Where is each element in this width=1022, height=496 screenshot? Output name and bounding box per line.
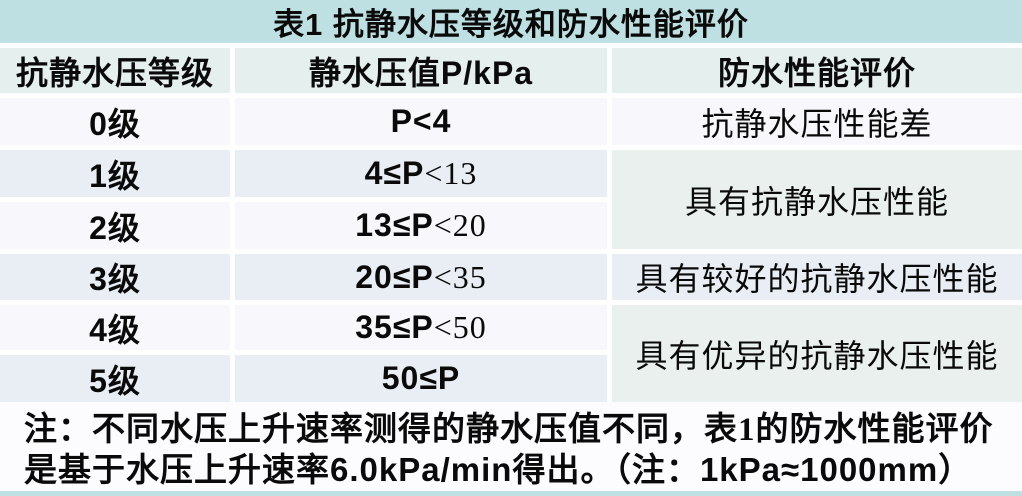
table-title: 表1 抗静水压等级和防水性能评价 xyxy=(273,7,749,42)
pressure-value-bold: 50≤P xyxy=(381,360,461,396)
evaluation-label: 具有优异的抗静水压性能 xyxy=(635,337,999,374)
column-header-pressure-label: 静水压值P/kPa xyxy=(308,54,534,91)
evaluation-cell-grade0: 抗静水压性能差 xyxy=(612,98,1022,145)
pressure-value-cell-3: 20≤P <35 xyxy=(235,254,607,300)
grade-cell-1: 1级 xyxy=(0,150,230,197)
evaluation-label: 抗静水压性能差 xyxy=(701,105,933,142)
pressure-value-cell-4: 35≤P <50 xyxy=(235,305,607,350)
grade-label: 2级 xyxy=(89,209,141,246)
column-header-evaluation-label: 防水性能评价 xyxy=(717,54,916,91)
footnote-line1: 注：不同水压上升速率测得的静水压值不同，表1的防水性能评价 xyxy=(24,410,1022,450)
pressure-value-cell-1: 4≤P <13 xyxy=(235,150,607,197)
grade-label: 5级 xyxy=(89,362,141,399)
table-title-band: 表1 抗静水压等级和防水性能评价 xyxy=(0,0,1022,43)
grade-cell-2: 2级 xyxy=(0,202,230,249)
table-footnote: 注：不同水压上升速率测得的静水压值不同，表1的防水性能评价 是基于水压上升速率6… xyxy=(0,402,1022,491)
pressure-value-bold: 20≤P xyxy=(355,258,434,295)
pressure-value-cell-2: 13≤P <20 xyxy=(235,202,607,249)
evaluation-cell-grades1-2: 具有抗静水压性能 xyxy=(612,150,1022,249)
pressure-value-cell-5: 50≤P xyxy=(235,355,607,402)
pressure-value-serif: <20 xyxy=(433,207,487,243)
footnote-line2-mid: 得出。（注： xyxy=(512,453,700,489)
bottom-accent-strip xyxy=(0,491,1022,496)
pressure-value-serif: <13 xyxy=(424,155,478,191)
footnote-equivalence-value: 1kPa≈1000mm xyxy=(699,451,939,488)
footnote-line1-text: 注：不同水压上升速率测得的静水压值不同，表1的防水性能评价 xyxy=(24,412,994,448)
pressure-value-bold: P<4 xyxy=(390,103,452,139)
evaluation-label: 具有较好的抗静水压性能 xyxy=(635,261,999,297)
grade-cell-0: 0级 xyxy=(0,98,230,145)
grade-label: 4级 xyxy=(89,311,141,348)
column-header-evaluation: 防水性能评价 xyxy=(612,48,1022,93)
grade-label: 1级 xyxy=(89,157,141,194)
pressure-value-bold: 13≤P xyxy=(355,207,434,243)
pressure-grade-table: 抗静水压等级 静水压值P/kPa 防水性能评价 0级 1级 2级 3级 4级 5… xyxy=(0,48,1022,402)
grade-cell-3: 3级 xyxy=(0,254,230,300)
pressure-value-cell-0: P<4 xyxy=(235,98,607,145)
grade-cell-5: 5级 xyxy=(0,355,230,402)
grade-label: 0级 xyxy=(89,105,141,142)
column-header-grade: 抗静水压等级 xyxy=(0,48,230,93)
grade-label: 3级 xyxy=(89,261,141,297)
evaluation-label: 具有抗静水压性能 xyxy=(684,183,949,220)
pressure-value-serif: <35 xyxy=(433,258,487,295)
column-header-grade-label: 抗静水压等级 xyxy=(15,54,214,91)
footnote-line2-suffix: ） xyxy=(938,453,973,489)
pressure-value-bold: 35≤P xyxy=(355,309,434,345)
footnote-rate-value: 6.0kPa/min xyxy=(330,451,513,488)
grade-cell-4: 4级 xyxy=(0,305,230,350)
footnote-line2: 是基于水压上升速率6.0kPa/min得出。（注：1kPa≈1000mm） xyxy=(24,450,1022,491)
footnote-line2-prefix: 是基于水压上升速率 xyxy=(24,453,330,489)
pressure-value-bold: 4≤P xyxy=(364,155,425,191)
evaluation-cell-grade3: 具有较好的抗静水压性能 xyxy=(612,254,1022,300)
evaluation-cell-grades4-5: 具有优异的抗静水压性能 xyxy=(612,305,1022,402)
column-header-pressure: 静水压值P/kPa xyxy=(235,48,607,93)
pressure-value-serif: <50 xyxy=(433,309,487,345)
